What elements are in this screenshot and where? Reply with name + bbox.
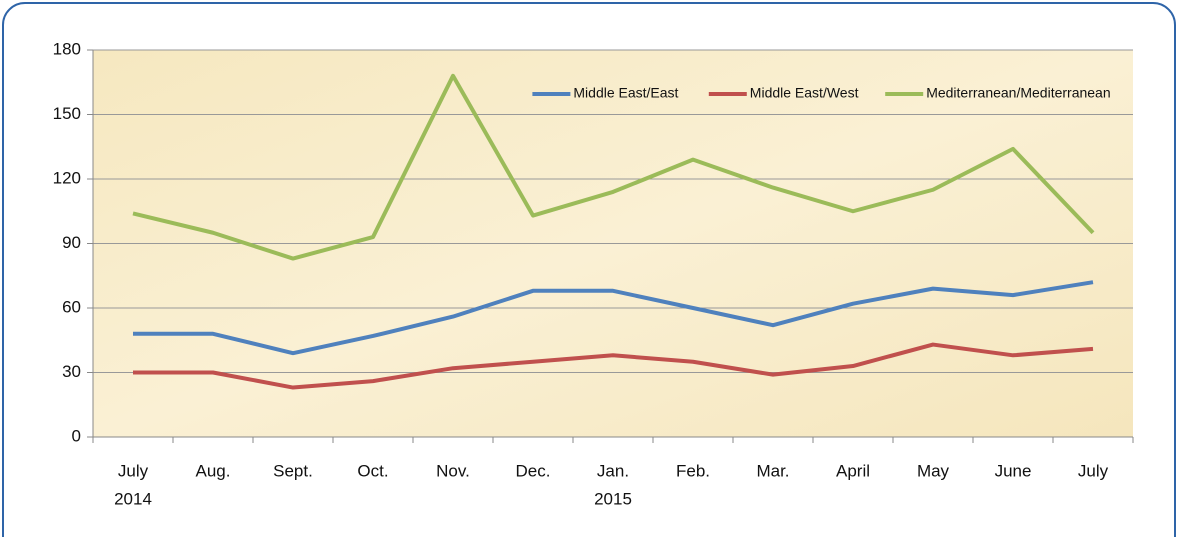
- x-tick-label: Mar.: [756, 461, 789, 480]
- x-tick-label: July: [1078, 461, 1109, 480]
- series-line: [133, 280, 1094, 356]
- x-tick-label: Sept.: [273, 461, 313, 480]
- x-tick-label: April: [836, 461, 870, 480]
- x-tick-label: May: [917, 461, 950, 480]
- y-tick-label: 180: [53, 39, 81, 58]
- x-tick-label: July: [118, 461, 149, 480]
- x-group-label: 2014: [114, 489, 152, 508]
- y-tick-label: 0: [72, 426, 81, 445]
- x-tick-label: Oct.: [357, 461, 388, 480]
- y-tick-label: 30: [62, 362, 81, 381]
- x-tick-label: June: [995, 461, 1032, 480]
- x-tick-label: Jan.: [597, 461, 629, 480]
- legend-label: Middle East/East: [573, 85, 678, 101]
- x-tick-label: Nov.: [436, 461, 470, 480]
- y-tick-label: 120: [53, 168, 81, 187]
- x-tick-label: Dec.: [516, 461, 551, 480]
- y-tick-label: 90: [62, 233, 81, 252]
- x-group-label: 2015: [594, 489, 632, 508]
- x-tick-label: Aug.: [196, 461, 231, 480]
- legend-label: Mediterranean/Mediterranean: [926, 85, 1110, 101]
- y-tick-label: 60: [62, 297, 81, 316]
- x-tick-label: Feb.: [676, 461, 710, 480]
- y-tick-label: 150: [53, 104, 81, 123]
- legend-label: Middle East/West: [750, 85, 859, 101]
- series-line: [133, 342, 1094, 390]
- series-line: [132, 73, 1095, 261]
